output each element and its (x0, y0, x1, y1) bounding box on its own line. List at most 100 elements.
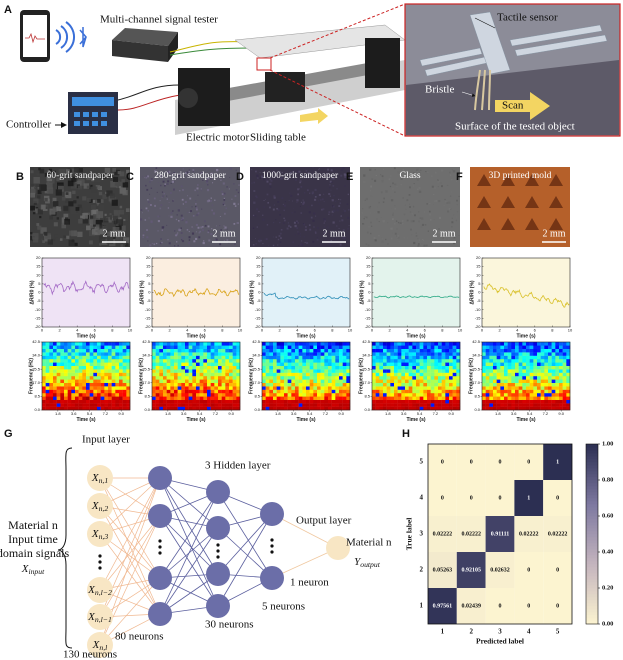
spectrogram-cell (313, 396, 318, 400)
spectrogram-cell (232, 379, 237, 383)
symbol-base: X (91, 472, 100, 484)
spectrogram-cell (159, 376, 164, 380)
spectrogram-cell (218, 365, 222, 370)
spectrogram-cell (210, 355, 215, 360)
spectrogram-cell (225, 389, 230, 394)
texture (210, 172, 213, 175)
spectrogram-cell (551, 403, 556, 407)
texture (159, 207, 162, 210)
spectrogram-cell (119, 369, 123, 373)
spectrogram-cell (119, 406, 123, 411)
texture (237, 203, 239, 205)
texture (173, 245, 176, 247)
spectrogram-cell (529, 369, 534, 373)
spectrogram-cell (75, 386, 79, 390)
spectrogram-cell (207, 348, 211, 353)
spectrogram-cell (75, 369, 79, 373)
spectrogram-cell (64, 369, 68, 373)
texture (32, 237, 39, 243)
spectrogram-cell (419, 348, 424, 353)
spectrogram-cell (335, 369, 340, 373)
spectrogram-cell (53, 345, 57, 349)
texture (323, 201, 325, 203)
spectrogram-cell (111, 376, 116, 380)
spectrogram-cell (104, 348, 109, 353)
spectrogram-cell (188, 399, 193, 404)
panel-letter: H (402, 428, 410, 440)
spectrogram-cell (199, 352, 204, 356)
neuron-count: 1 neuron (290, 577, 329, 589)
texture (458, 235, 460, 236)
spectrogram-cell (97, 362, 101, 366)
spectrogram-cell (185, 352, 189, 356)
spectrogram-cell (262, 396, 266, 400)
spectrogram-cell (188, 348, 193, 353)
texture (415, 177, 418, 179)
spectrogram-cell (100, 403, 105, 407)
texture (429, 219, 432, 221)
spectrogram-cell (225, 393, 230, 397)
texture (80, 215, 83, 219)
spectrogram-cell (518, 359, 523, 363)
spectrogram-cell (540, 393, 545, 397)
spectrogram-cell (42, 389, 46, 394)
texture (438, 216, 442, 219)
spectrogram-cell (456, 399, 461, 404)
spectrogram-cell (489, 359, 494, 363)
spectrogram-cell (386, 359, 391, 363)
texture (340, 215, 342, 217)
spectrogram-cell (126, 348, 131, 353)
spectrogram-cell (551, 382, 556, 387)
spectrogram-cell (515, 365, 519, 370)
spectrogram-cell (518, 393, 523, 397)
spectrogram-cell (533, 365, 538, 370)
spectrogram-cell (192, 386, 197, 390)
spectrogram-cell (449, 393, 453, 397)
spectrogram-cell (405, 376, 409, 380)
spectrogram-cell (280, 369, 285, 373)
texture (206, 179, 209, 182)
texture (224, 204, 226, 206)
spectrogram-cell (67, 352, 72, 356)
texture (46, 182, 53, 190)
neuron-count: 5 neurons (262, 601, 305, 613)
y-tick-label: -5 (257, 298, 261, 303)
spectrogram-cell (386, 372, 391, 377)
x-tick-label: 1.8 (275, 411, 281, 416)
plot-bg (41, 257, 131, 328)
spectrogram-cell (515, 348, 519, 353)
spectrogram-cell (273, 396, 277, 400)
spectrogram-cell (529, 365, 534, 370)
spectrogram-cell (555, 348, 560, 353)
spectrogram-cell (324, 355, 329, 360)
spectrogram-cell (383, 379, 387, 383)
texture (37, 195, 41, 199)
spectrogram-cell (544, 372, 549, 377)
spectrogram-cell (152, 406, 156, 411)
spectrogram-cell (207, 369, 211, 373)
texture (71, 176, 77, 182)
spectrogram-cell (276, 403, 281, 407)
spectrogram-cell (401, 348, 406, 353)
texture (149, 244, 152, 247)
spectrogram-cell (210, 345, 215, 349)
spectrogram-cell (265, 359, 270, 363)
spectrogram-cell (262, 362, 266, 366)
spectrogram-cell (405, 362, 409, 366)
spectrogram-cell (507, 396, 512, 400)
texture (202, 241, 205, 245)
spectrogram-cell (482, 342, 486, 346)
spectrogram-cell (342, 365, 347, 370)
connection (159, 515, 219, 575)
spectrogram-cell (342, 352, 347, 356)
colorbar-slice (586, 588, 598, 592)
texture (414, 214, 416, 217)
spectrogram-cell (71, 379, 76, 383)
spectrogram-cell (298, 406, 303, 411)
y-tick-label: 42.5 (142, 339, 151, 344)
spectrogram-cell (298, 386, 303, 390)
texture (300, 233, 302, 235)
spectrogram-cell (434, 352, 439, 356)
spectrogram-cell (53, 379, 57, 383)
spectrogram-cell (177, 369, 182, 373)
